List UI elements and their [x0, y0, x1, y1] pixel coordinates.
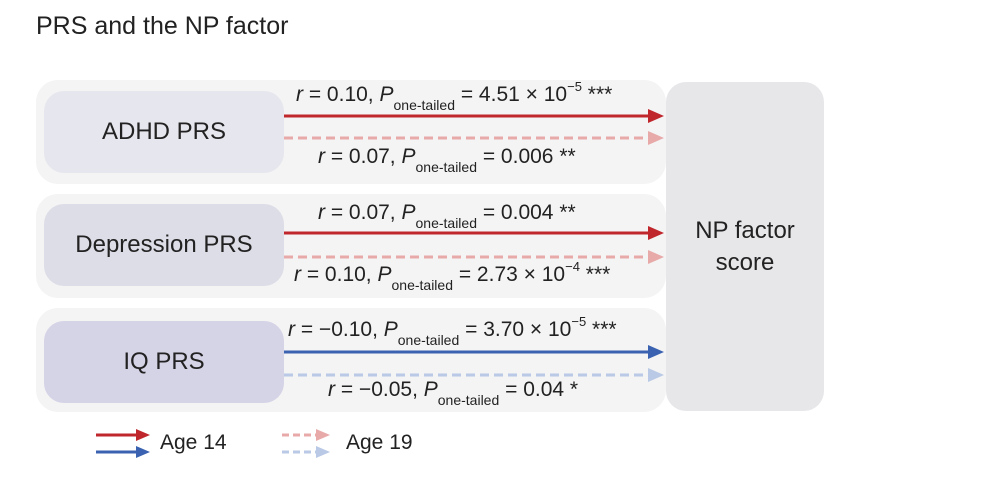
adhd-prs-box: ADHD PRS	[44, 91, 284, 173]
legend-age14-red-arrowhead	[136, 429, 150, 441]
iq-age19-arrowhead	[648, 368, 664, 382]
figure-title: PRS and the NP factor	[36, 12, 289, 40]
depression-prs-box: Depression PRS	[44, 204, 284, 286]
adhd-age19-stat: r = 0.07, Pone-tailed = 0.006 **	[318, 145, 576, 175]
adhd-age14-arrowhead	[648, 109, 664, 123]
iq-prs-label: IQ PRS	[123, 348, 205, 375]
adhd-age19-arrowhead	[648, 131, 664, 145]
legend-age19-red-arrowhead	[316, 429, 330, 441]
legend-age19-blue-arrowhead	[316, 446, 330, 458]
depression-age14-stat: r = 0.07, Pone-tailed = 0.004 **	[318, 201, 576, 231]
adhd-prs-label: ADHD PRS	[101, 118, 227, 145]
np-factor-label-line2: score	[715, 248, 775, 276]
iq-prs-box: IQ PRS	[44, 321, 284, 403]
legend-age14-blue-arrowhead	[136, 446, 150, 458]
adhd-age14-stat: r = 0.10, Pone-tailed = 4.51 × 10−5 ***	[296, 79, 613, 113]
iq-age14-stat: r = −0.10, Pone-tailed = 3.70 × 10−5 ***	[288, 314, 617, 348]
legend-age14-label: Age 14	[160, 431, 227, 454]
depression-prs-label: Depression PRS	[75, 231, 253, 258]
depression-age19-stat: r = 0.10, Pone-tailed = 2.73 × 10−4 ***	[294, 259, 611, 293]
iq-age19-stat: r = −0.05, Pone-tailed = 0.04 *	[328, 378, 579, 408]
depression-age19-arrowhead	[648, 250, 664, 264]
iq-age14-arrowhead	[648, 345, 664, 359]
np-factor-score-box: NP factor score	[666, 82, 824, 411]
depression-age14-arrowhead	[648, 226, 664, 240]
legend-age19-label: Age 19	[346, 431, 413, 454]
np-factor-label-line1: NP factor	[695, 216, 795, 244]
